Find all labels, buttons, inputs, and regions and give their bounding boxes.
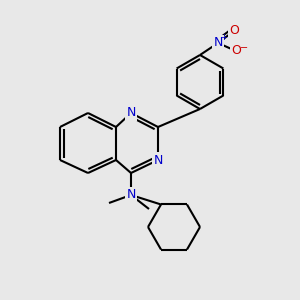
- Text: N: N: [126, 106, 136, 119]
- Text: O: O: [231, 44, 241, 58]
- Text: N: N: [213, 37, 223, 50]
- Text: O: O: [229, 25, 239, 38]
- Text: N: N: [153, 154, 163, 166]
- Text: +: +: [220, 32, 227, 41]
- Text: −: −: [240, 43, 248, 53]
- Text: N: N: [126, 188, 136, 202]
